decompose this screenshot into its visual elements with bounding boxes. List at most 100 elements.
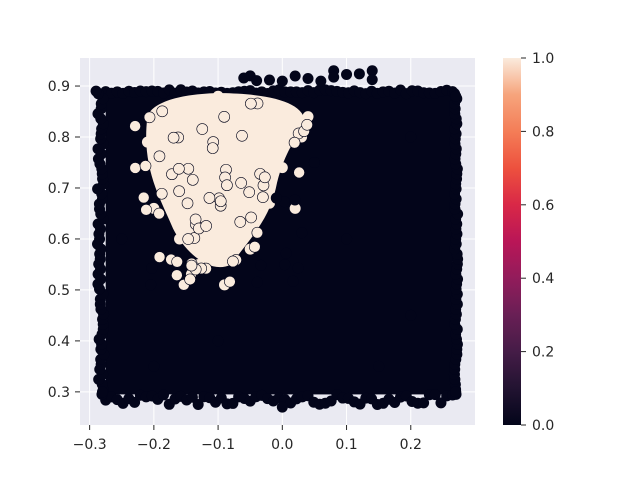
colorbar-tick-label: 0.0 [532,418,554,434]
data-point [140,204,152,216]
data-point [328,71,340,83]
y-tick-label: 0.8 [48,130,70,146]
data-point [263,74,275,86]
data-point [227,255,239,268]
data-point [153,251,166,263]
data-point [450,386,462,398]
x-tick-label: −0.2 [137,437,171,453]
data-point [251,276,263,288]
data-point [276,75,288,87]
data-point [292,262,304,274]
data-point [141,136,153,148]
data-point [429,389,441,401]
colorbar-tick-label: 0.4 [532,271,554,287]
data-point [248,241,261,253]
x-tick-label: 0.1 [335,437,357,453]
scatter-points [90,65,464,413]
data-point [206,142,219,154]
data-point [235,177,247,189]
data-point [450,90,462,102]
data-point [366,65,378,77]
data-point [218,111,230,123]
data-point [287,275,299,287]
data-point [157,389,169,401]
data-point [221,179,233,192]
data-point [405,131,417,143]
data-point [173,162,185,175]
data-point [315,75,327,87]
data-point [96,386,108,398]
data-point [289,70,301,82]
data-point [153,150,166,163]
data-point [259,171,271,184]
data-point [405,309,417,321]
data-point [236,129,248,142]
data-point [270,192,282,204]
data-point [182,233,194,245]
data-point [90,85,102,97]
data-point [181,197,194,210]
colorbar [503,58,521,425]
data-point [192,398,204,410]
data-point [366,74,378,86]
data-point [174,233,186,245]
data-point [308,156,320,168]
data-point [234,216,247,228]
data-point [418,397,430,409]
data-point [251,75,263,87]
data-point [373,360,385,372]
data-point [143,111,156,124]
y-tick-label: 0.4 [48,334,70,350]
y-axis-ticks: 0.3 0.4 0.5 0.6 0.7 0.8 0.9 [48,79,80,401]
data-point [167,131,180,144]
data-point [186,174,199,186]
colorbar-ticks: 0.0 0.2 0.4 0.6 0.8 1.0 [521,51,554,434]
data-point [280,247,292,259]
data-point [137,191,150,204]
y-tick-label: 0.3 [48,385,70,401]
data-point [146,262,158,274]
data-point [279,259,291,271]
data-point [173,185,185,197]
data-point [185,259,198,272]
data-point [139,160,152,172]
x-tick-label: −0.3 [73,437,107,453]
data-point [301,119,313,131]
x-tick-label: −0.1 [201,437,235,453]
data-point [224,275,236,288]
data-point [196,123,209,135]
data-point [238,72,250,84]
data-point [302,72,314,84]
data-point [180,106,192,118]
y-tick-label: 0.7 [48,181,70,197]
x-tick-label: 0.2 [400,437,422,453]
data-point [289,202,301,214]
data-point [200,220,212,232]
data-point [212,90,224,102]
data-point [341,233,353,245]
data-point [255,259,267,271]
y-tick-label: 0.5 [48,283,70,299]
data-point [155,187,168,200]
x-tick-label: 0.0 [271,437,293,453]
data-point [129,120,141,132]
data-point [276,401,288,413]
colorbar-tick-label: 1.0 [532,51,554,67]
data-point [145,279,157,291]
data-point [171,269,183,282]
data-point [214,195,227,208]
colorbar-tick-label: 0.8 [532,124,554,140]
data-point [129,162,142,174]
y-tick-label: 0.6 [48,232,70,248]
data-point [148,360,160,372]
y-tick-label: 0.9 [48,79,70,95]
data-point [153,207,165,220]
x-axis-ticks: −0.3 −0.2 −0.1 0.0 0.1 0.2 [73,425,422,453]
data-point [296,227,308,239]
data-point [289,194,301,206]
data-point [212,335,224,347]
data-point [199,182,211,194]
data-point [293,166,305,179]
colorbar-tick-label: 0.6 [532,198,554,214]
